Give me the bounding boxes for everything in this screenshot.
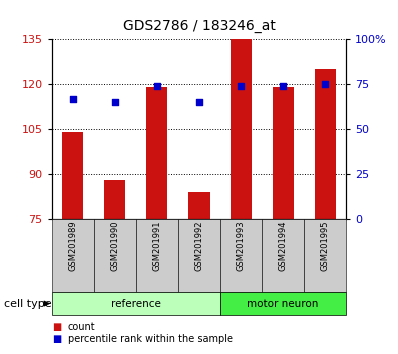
Bar [273, 87, 294, 219]
Text: ■: ■ [52, 334, 61, 344]
Point [112, 99, 118, 105]
Text: GSM201991: GSM201991 [152, 221, 162, 271]
Text: GSM201989: GSM201989 [68, 221, 77, 271]
Point [280, 83, 286, 89]
Text: GSM201994: GSM201994 [279, 221, 288, 271]
Bar [189, 193, 209, 219]
Point [154, 83, 160, 89]
Bar [315, 69, 336, 219]
Bar [62, 132, 83, 219]
Text: motor neuron: motor neuron [248, 298, 319, 309]
Bar [146, 87, 168, 219]
Text: GDS2786 / 183246_at: GDS2786 / 183246_at [123, 19, 275, 34]
Text: GSM201990: GSM201990 [110, 221, 119, 271]
Text: reference: reference [111, 298, 161, 309]
Text: ■: ■ [52, 322, 61, 332]
Point [322, 81, 328, 87]
Bar [104, 181, 125, 219]
Text: cell type: cell type [4, 298, 52, 309]
Text: GSM201992: GSM201992 [195, 221, 203, 271]
Point [70, 96, 76, 101]
Point [196, 99, 202, 105]
Text: count: count [68, 322, 95, 332]
Text: GSM201993: GSM201993 [236, 221, 246, 271]
Bar [230, 39, 252, 219]
Text: percentile rank within the sample: percentile rank within the sample [68, 334, 233, 344]
Text: GSM201995: GSM201995 [321, 221, 330, 271]
Point [238, 83, 244, 89]
